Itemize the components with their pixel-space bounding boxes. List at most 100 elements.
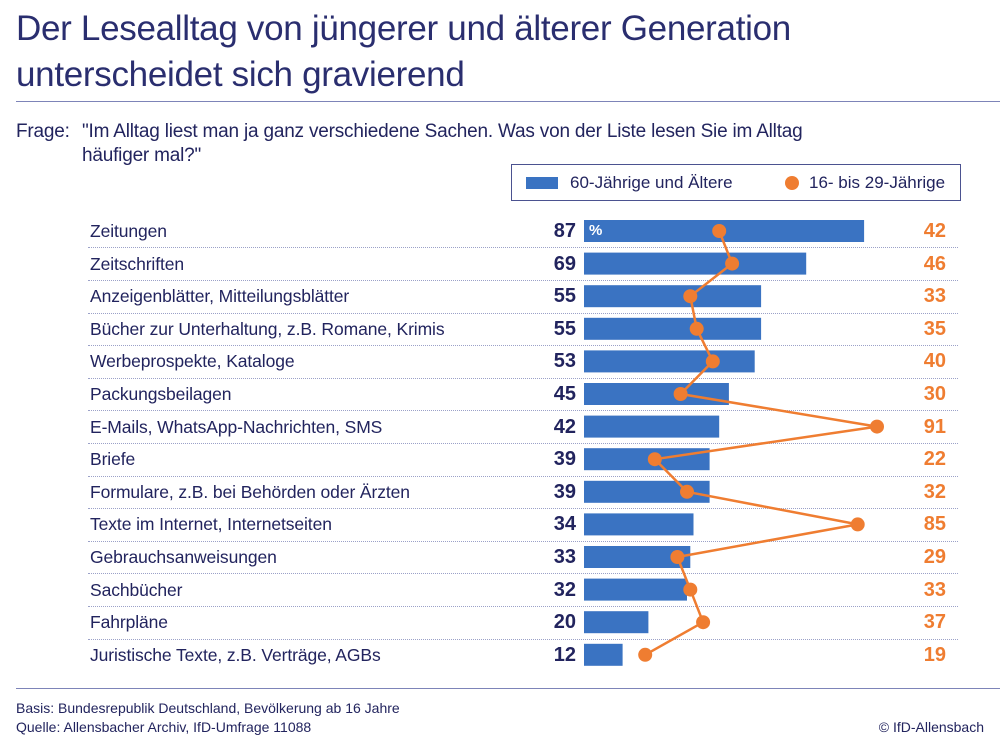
category-label: Anzeigenblätter, Mitteilungsblätter — [90, 286, 350, 307]
data-label-series-b: 32 — [923, 480, 946, 503]
bar — [584, 513, 694, 536]
category-label: Juristische Texte, z.B. Verträge, AGBs — [90, 644, 381, 665]
legend-label-series-a: 60-Jährige und Ältere — [570, 173, 733, 192]
legend-bar-swatch — [526, 177, 558, 189]
data-label-series-b: 22 — [923, 448, 946, 471]
row-separator — [88, 638, 958, 640]
bar — [584, 546, 691, 568]
category-label: Fahrpläne — [90, 612, 168, 633]
chart-legend: 60-Jährige und Ältere 16- bis 29-Jährige — [511, 164, 961, 201]
data-label-series-b: 29 — [923, 546, 946, 568]
percent-unit-marker: % — [589, 222, 603, 239]
question-line-1: "Im Alltag liest man ja ganz verschieden… — [82, 121, 803, 142]
data-label-series-b: 85 — [923, 513, 946, 536]
question-line-2: häufiger mal?" — [82, 145, 202, 166]
data-label-series-b: 19 — [923, 643, 946, 666]
row-separator — [88, 279, 958, 281]
category-label: Texte im Internet, Internetseiten — [90, 514, 332, 535]
row-separator — [88, 573, 958, 575]
data-point — [689, 321, 704, 336]
category-label: E-Mails, WhatsApp-Nachrichten, SMS — [90, 416, 383, 437]
title-line-1: Der Lesealltag von jüngerer und älterer … — [16, 9, 791, 48]
category-label: Sachbücher — [90, 579, 183, 600]
data-point — [670, 550, 685, 564]
legend-label-series-b: 16- bis 29-Jährige — [809, 173, 946, 192]
row-separator — [88, 345, 958, 347]
footer-source: Quelle: Allensbacher Archiv, IfD-Umfrage… — [16, 719, 312, 735]
data-label-series-b: 33 — [923, 285, 946, 308]
category-label: Briefe — [90, 449, 136, 470]
bar — [584, 317, 762, 340]
row-separator — [88, 377, 958, 379]
copyright: © IfD-Allensbach — [878, 719, 984, 735]
data-point — [673, 387, 688, 401]
data-point — [683, 289, 698, 304]
data-label-series-a: 12 — [553, 643, 576, 666]
data-point — [680, 484, 694, 499]
row-separator — [88, 475, 958, 477]
row-separator — [88, 540, 958, 542]
category-label: Werbeprospekte, Kataloge — [90, 351, 295, 372]
data-point — [705, 354, 720, 369]
footer-divider — [16, 688, 1000, 689]
category-label: Gebrauchsanweisungen — [90, 547, 277, 567]
category-label: Zeitungen — [90, 221, 167, 241]
bar — [584, 415, 720, 438]
bar — [584, 611, 649, 634]
data-label-series-a: 20 — [553, 611, 576, 634]
data-point — [683, 582, 698, 597]
bar — [584, 252, 807, 275]
data-label-series-a: 39 — [553, 480, 576, 503]
data-label-series-a: 55 — [553, 317, 576, 340]
title-divider — [16, 101, 1000, 102]
category-label: Packungsbeilagen — [90, 384, 232, 404]
row-separator — [88, 410, 958, 412]
data-label-series-a: 55 — [553, 285, 576, 308]
bar — [584, 285, 762, 308]
data-label-series-a: 42 — [553, 415, 576, 438]
row-separator — [88, 508, 958, 510]
data-point — [638, 647, 653, 662]
row-separator — [88, 605, 958, 607]
category-label: Zeitschriften — [90, 253, 185, 274]
question-label: Frage: — [16, 121, 70, 142]
footer-basis: Basis: Bundesrepublik Deutschland, Bevöl… — [16, 700, 400, 716]
row-separator — [88, 247, 958, 249]
bar — [584, 350, 755, 373]
bar — [584, 448, 710, 471]
data-label-series-b: 46 — [923, 252, 946, 275]
bar — [584, 643, 623, 666]
data-point — [647, 452, 662, 467]
data-label-series-b: 37 — [923, 611, 946, 634]
data-label-series-b: 30 — [923, 383, 946, 405]
data-label-series-a: 32 — [553, 578, 576, 601]
data-label-series-b: 42 — [923, 220, 946, 242]
data-label-series-b: 91 — [923, 415, 946, 438]
data-label-series-a: 45 — [553, 383, 576, 405]
legend-dot-swatch — [785, 176, 799, 190]
title-line-2: unterscheidet sich gravierend — [16, 55, 465, 94]
data-label-series-b: 40 — [923, 350, 946, 373]
data-point — [696, 615, 711, 630]
data-point — [850, 517, 865, 532]
data-point — [725, 256, 740, 271]
chart-title: Der Lesealltag von jüngerer und älterer … — [16, 6, 976, 98]
survey-question: Frage: "Im Alltag liest man ja ganz versc… — [16, 120, 976, 168]
category-label: Formulare, z.B. bei Behörden oder Ärzten — [90, 481, 410, 502]
row-separator — [88, 442, 958, 444]
data-point — [712, 224, 727, 238]
data-label-series-a: 69 — [553, 252, 576, 275]
data-label-series-a: 33 — [553, 546, 576, 568]
bar — [584, 480, 710, 503]
bar — [584, 578, 687, 601]
data-point — [870, 419, 884, 434]
bar — [584, 383, 729, 405]
row-separator — [88, 312, 958, 314]
data-label-series-a: 34 — [553, 513, 576, 536]
data-label-series-a: 87 — [553, 220, 576, 242]
data-label-series-a: 39 — [553, 448, 576, 471]
category-label: Bücher zur Unterhaltung, z.B. Romane, Kr… — [90, 318, 445, 339]
data-label-series-b: 33 — [923, 578, 946, 601]
data-label-series-a: 53 — [553, 350, 576, 373]
